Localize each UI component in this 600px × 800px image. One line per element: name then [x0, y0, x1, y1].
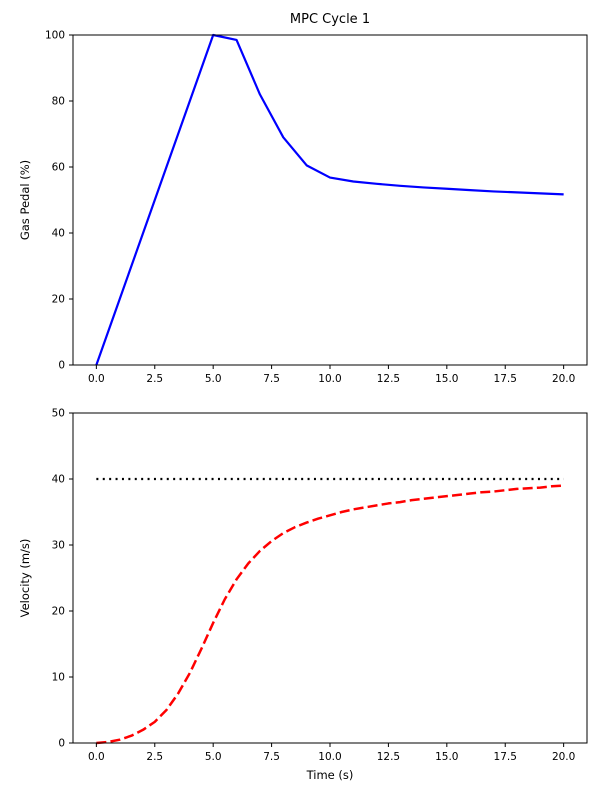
top-subplot-x-tick-label: 12.5: [377, 373, 400, 385]
top-subplot-x-tick-label: 0.0: [88, 373, 105, 385]
top-subplot-y-tick-label: 60: [52, 162, 65, 174]
bottom-subplot-x-tick-label: 2.5: [146, 751, 163, 763]
top-subplot-x-tick-label: 2.5: [146, 373, 163, 385]
bottom-x-axis-label: Time (s): [306, 768, 354, 782]
bottom-subplot-y-tick-label: 50: [52, 408, 65, 420]
bottom-subplot-x-tick-label: 7.5: [263, 751, 280, 763]
top-subplot-x-tick-label: 15.0: [435, 373, 458, 385]
top-subplot-y-tick-label: 100: [45, 30, 65, 42]
top-subplot-y-tick-label: 80: [52, 96, 65, 108]
top-subplot-x-tick-label: 5.0: [205, 373, 222, 385]
velocity-line: [96, 484, 564, 745]
bottom-subplot-y-tick-label: 40: [52, 474, 65, 486]
top-subplot-x-tick-label: 7.5: [263, 373, 280, 385]
top-subplot-y-tick-label: 20: [52, 294, 65, 306]
figure-title: MPC Cycle 1: [289, 12, 371, 27]
top-subplot-y-tick-label: 40: [52, 228, 65, 240]
bottom-subplot-x-tick-label: 20.0: [552, 751, 575, 763]
bottom-subplot-x-tick-label: 12.5: [377, 751, 400, 763]
bottom-subplot-x-tick-label: 5.0: [205, 751, 222, 763]
top-subplot-x-tick-label: 10.0: [318, 373, 341, 385]
bottom-subplot-x-tick-label: 15.0: [435, 751, 458, 763]
top-subplot-y-tick-label: 0: [58, 360, 65, 372]
top-subplot-x-tick-label: 17.5: [494, 373, 517, 385]
top-subplot-area: [73, 35, 587, 365]
bottom-subplot-area: [73, 413, 587, 743]
bottom-subplot-x-tick-label: 10.0: [318, 751, 341, 763]
bottom-subplot-y-tick-label: 10: [52, 672, 65, 684]
gas-pedal-line: [95, 33, 564, 366]
bottom-subplot-y-tick-label: 20: [52, 606, 65, 618]
bottom-subplot-y-tick-label: 0: [58, 738, 65, 750]
bottom-subplot-y-tick-label: 30: [52, 540, 65, 552]
bottom-subplot-x-tick-label: 0.0: [88, 751, 105, 763]
bottom-subplot-x-tick-label: 17.5: [494, 751, 517, 763]
top-subplot-x-tick-label: 20.0: [552, 373, 575, 385]
